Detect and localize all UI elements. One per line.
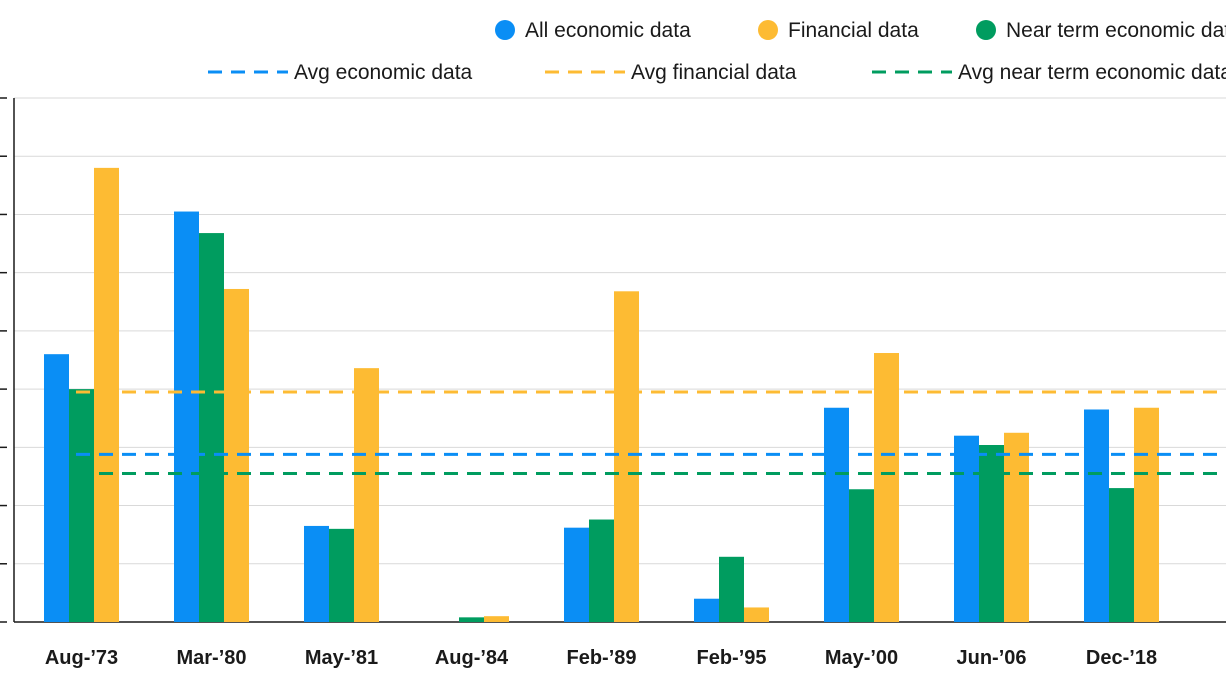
- bar-group: [1084, 407, 1159, 622]
- bar-group: [174, 211, 249, 623]
- legend-marker: [495, 20, 515, 40]
- bar: [589, 519, 614, 622]
- bar: [979, 445, 1004, 622]
- x-tick-label: Feb-’95: [696, 647, 766, 669]
- bar: [1109, 488, 1134, 622]
- legend-label: Avg financial data: [631, 61, 797, 84]
- average-lines: [76, 390, 1226, 476]
- legend-label: Financial data: [788, 19, 919, 42]
- bar: [874, 353, 899, 622]
- bar: [329, 528, 354, 622]
- x-tick-label: Jun-’06: [956, 647, 1026, 669]
- bar: [459, 617, 484, 622]
- bar: [824, 407, 849, 622]
- bar: [94, 167, 119, 622]
- legend-item: Financial data: [758, 19, 919, 42]
- legend: All economic data Financial data Near term…: [208, 19, 1226, 84]
- x-tick-label: May-’00: [825, 647, 898, 669]
- bar: [694, 598, 719, 622]
- legend-label: Avg near term economic data: [958, 61, 1226, 84]
- legend-item: Near term economic data: [976, 19, 1226, 42]
- bar: [1004, 432, 1029, 622]
- bar: [744, 607, 769, 622]
- bar: [614, 291, 639, 622]
- x-tick-label: Aug-’73: [45, 647, 118, 669]
- bar-group: [304, 368, 379, 622]
- legend-marker: [758, 20, 778, 40]
- bar: [1134, 407, 1159, 622]
- bar-group: [459, 616, 509, 622]
- legend-item: Avg economic data: [208, 61, 473, 84]
- x-tick-label: May-’81: [305, 647, 378, 669]
- x-tick-label: Dec-’18: [1086, 647, 1157, 669]
- bar-group: [44, 167, 119, 622]
- x-tick-label: Mar-’80: [176, 647, 246, 669]
- bar-group: [824, 353, 899, 622]
- bar: [719, 556, 744, 622]
- bar: [304, 525, 329, 622]
- legend-item: Avg financial data: [545, 61, 797, 84]
- legend-label: Avg economic data: [294, 61, 473, 84]
- bar-group: [694, 556, 769, 622]
- bar: [954, 435, 979, 622]
- bar: [174, 211, 199, 623]
- x-tick-label: Aug-’84: [435, 647, 509, 669]
- bar: [199, 233, 224, 622]
- bar: [44, 354, 69, 622]
- bar-group: [954, 432, 1029, 622]
- bars: [44, 167, 1159, 623]
- legend-marker: [976, 20, 996, 40]
- x-tick-label: Feb-’89: [566, 647, 636, 669]
- bar-group: [564, 291, 639, 622]
- legend-item: Avg near term economic data: [872, 61, 1226, 84]
- x-tick-labels: Aug-’73 Mar-’80 May-’81 Aug-’84 Feb-’89 Feb-’…: [45, 647, 1157, 669]
- bar: [69, 389, 94, 622]
- bar: [354, 368, 379, 622]
- legend-item: All economic data: [495, 19, 691, 42]
- bar: [1084, 409, 1109, 622]
- bar: [484, 616, 509, 622]
- bar: [564, 527, 589, 622]
- legend-label: Near term economic data: [1006, 19, 1226, 42]
- legend-label: All economic data: [525, 19, 691, 42]
- bar: [849, 489, 874, 622]
